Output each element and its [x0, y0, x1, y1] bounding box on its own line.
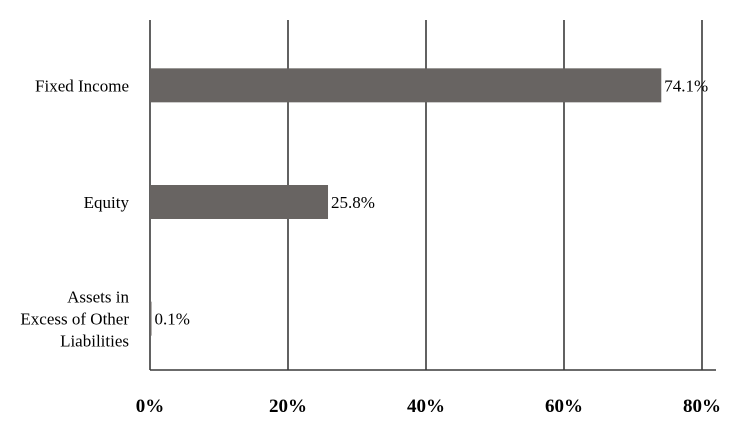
x-tick-label-80: 80% — [683, 396, 721, 417]
x-tick-label-0: 0% — [136, 396, 165, 417]
x-tick-labels: 0% 20% 40% 60% 80% — [136, 396, 721, 417]
category-label-1: Equity — [84, 193, 130, 212]
x-tick-label-40: 40% — [407, 396, 445, 417]
bar-2 — [150, 301, 152, 336]
bar-0 — [150, 68, 662, 103]
x-tick-label-60: 60% — [545, 396, 583, 417]
bar-1 — [150, 185, 329, 219]
category-label-2: Assets in Excess of Other Liabilities — [20, 288, 129, 351]
x-tick-label-20: 20% — [269, 396, 307, 417]
data-label-2: 0.1% — [155, 310, 190, 329]
data-label-0: 74.1% — [664, 76, 708, 95]
category-label-0: Fixed Income — [35, 76, 129, 95]
bars — [150, 68, 662, 336]
category-labels: Fixed Income Equity Assets in Excess of Oth… — [20, 76, 129, 350]
data-label-1: 25.8% — [331, 193, 375, 212]
data-labels: 74.1% 25.8% 0.1% — [155, 76, 709, 328]
